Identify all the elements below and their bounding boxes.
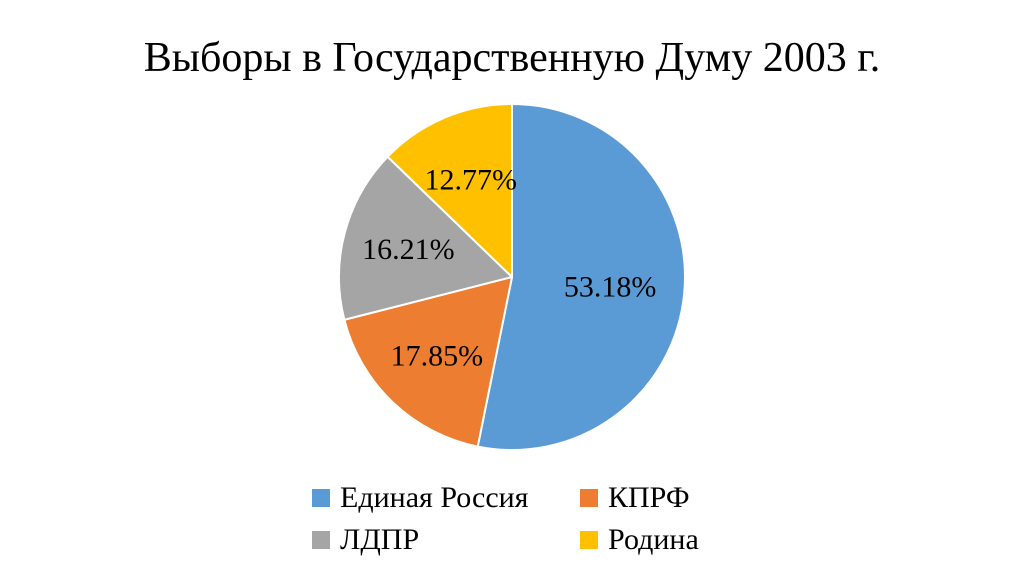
legend-label: КПРФ [608, 481, 690, 514]
legend-item-edinaya-rossiya[interactable]: Единая Россия [312, 478, 528, 518]
legend-item-kprf[interactable]: КПРФ [580, 478, 690, 518]
pie-slice-rodina[interactable] [386, 103, 513, 278]
data-label-kprf: 17.85% [391, 339, 484, 372]
legend: Единая Россия КПРФ ЛДПР Родина [0, 476, 1024, 566]
legend-label: Родина [608, 523, 699, 556]
chart-title: Выборы в Государственную Думу 2003 г. [143, 35, 881, 81]
pie-slice-kprf[interactable] [343, 276, 513, 448]
legend-item-ldpr[interactable]: ЛДПР [312, 520, 419, 560]
legend-swatch [312, 489, 330, 507]
pie-slice-ldpr[interactable] [338, 155, 513, 321]
data-label-edinaya-rossiya: 53.18% [564, 270, 657, 303]
legend-swatch [312, 531, 330, 549]
data-label-ldpr: 16.21% [362, 233, 455, 266]
legend-swatch [580, 489, 598, 507]
legend-label: ЛДПР [340, 523, 420, 556]
legend-label: Единая Россия [340, 481, 529, 514]
data-label-rodina: 12.77% [425, 163, 518, 196]
legend-swatch [580, 531, 598, 549]
legend-item-rodina[interactable]: Родина [580, 520, 699, 560]
pie-slice-edinaya-rossiya[interactable] [476, 103, 686, 451]
